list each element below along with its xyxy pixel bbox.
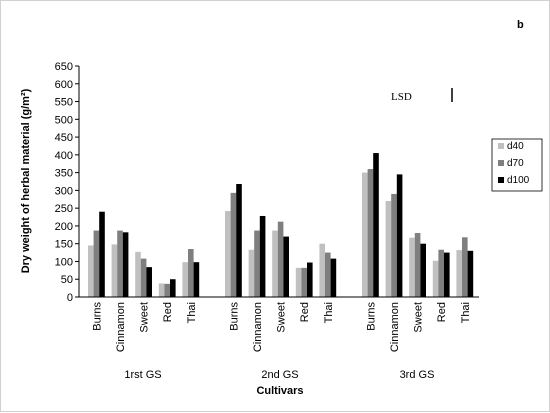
bar-d70-thai-1 <box>188 249 194 297</box>
bar-d100-burns-3 <box>373 153 379 297</box>
category-label: Cinnamon <box>252 302 264 352</box>
bar-d100-thai-3 <box>467 250 474 297</box>
bar-d40-red-3 <box>432 260 439 297</box>
legend-label-d40: d40 <box>507 141 524 152</box>
legend-label-d100: d100 <box>507 175 530 186</box>
legend-label-d70: d70 <box>507 158 524 169</box>
panel-label: b <box>517 19 524 31</box>
bar-d40-sweet-1 <box>135 251 141 297</box>
bar-d100-sweet-2 <box>283 236 289 297</box>
y-axis-title: Dry weight of herbal material (g/m²) <box>20 88 32 273</box>
bar-d40-sweet-3 <box>409 237 415 297</box>
x-axis-title: Cultivars <box>256 385 303 397</box>
y-tick-label: 100 <box>55 256 73 268</box>
bar-d100-red-1 <box>170 279 176 297</box>
category-label: Cinnamon <box>115 302 127 352</box>
category-label: Red <box>299 302 311 322</box>
y-tick-label: 550 <box>55 97 73 109</box>
bar-d40-thai-1 <box>182 262 188 297</box>
group-label: 2nd GS <box>261 369 298 381</box>
lsd-label: LSD <box>391 91 412 103</box>
category-label: Thai <box>186 302 198 323</box>
category-label: Thai <box>460 302 472 323</box>
bar-d100-burns-1 <box>99 211 105 297</box>
y-tick-label: 0 <box>67 292 73 304</box>
bar-d70-red-2 <box>301 267 307 297</box>
bars <box>88 153 474 297</box>
category-label: Sweet <box>139 302 151 333</box>
category-label: Sweet <box>276 302 288 333</box>
bar-d40-burns-3 <box>362 172 368 297</box>
bar-d100-cinnamon-1 <box>122 232 129 297</box>
y-tick-label: 650 <box>55 61 73 73</box>
bar-d100-burns-2 <box>236 183 242 297</box>
bar-d40-red-1 <box>158 283 165 297</box>
y-tick-label: 300 <box>55 185 73 197</box>
bar-d70-cinnamon-1 <box>117 230 123 297</box>
category-labels: Burns Cinnamon Sweet Red Thai Burns Cinnamon Sw… <box>91 302 471 353</box>
bar-d40-sweet-2 <box>272 230 278 297</box>
bar-d40-red-2 <box>295 267 302 297</box>
bar-d100-cinnamon-3 <box>396 174 403 297</box>
bar-d40-cinnamon-2 <box>248 249 255 297</box>
bar-d40-thai-2 <box>319 243 325 297</box>
category-label: Burns <box>365 302 377 331</box>
category-label: Burns <box>228 302 240 331</box>
category-label: Thai <box>323 302 335 323</box>
legend: d40 d70 d100 <box>491 138 543 192</box>
category-label: Sweet <box>413 302 425 333</box>
legend-swatch-d100 <box>498 177 504 183</box>
y-tick-label: 500 <box>55 114 73 126</box>
category-label: Burns <box>91 302 103 331</box>
legend-swatch-d40 <box>498 143 504 149</box>
bar-d100-red-2 <box>307 262 313 297</box>
bar-d100-thai-1 <box>193 262 200 297</box>
category-label: Red <box>436 302 448 322</box>
bar-d70-thai-3 <box>462 237 468 297</box>
bar-d40-cinnamon-1 <box>111 244 118 297</box>
bar-d40-burns-2 <box>225 210 231 297</box>
y-tick-label: 350 <box>55 168 73 180</box>
bar-d100-thai-2 <box>330 258 337 297</box>
bar-d70-cinnamon-2 <box>254 230 260 297</box>
group-label: 3rd GS <box>400 369 435 381</box>
bar-d100-cinnamon-2 <box>259 215 266 297</box>
bar-d70-sweet-2 <box>277 221 284 297</box>
y-tick-label: 150 <box>55 239 73 251</box>
bar-d40-cinnamon-3 <box>385 201 392 297</box>
y-tick-label: 250 <box>55 203 73 215</box>
y-tick-label: 50 <box>61 274 73 286</box>
y-tick-label: 400 <box>55 150 73 162</box>
bar-d70-sweet-1 <box>140 258 147 297</box>
bar-d100-red-3 <box>444 252 450 297</box>
bar-d100-sweet-3 <box>420 243 426 297</box>
category-label: Cinnamon <box>389 302 401 352</box>
y-tick-label: 450 <box>55 132 73 144</box>
legend-swatch-d70 <box>498 160 504 166</box>
bar-d70-red-1 <box>164 283 170 297</box>
bar-d70-burns-3 <box>367 169 374 297</box>
bar-d70-thai-2 <box>325 252 331 297</box>
bar-d70-sweet-3 <box>414 233 421 297</box>
y-tick-label: 600 <box>55 79 73 91</box>
bar-d40-thai-3 <box>456 250 462 297</box>
group-labels: 1rst GS 2nd GS 3rd GS <box>124 369 434 381</box>
bar-d70-burns-1 <box>93 230 100 297</box>
bar-d100-sweet-1 <box>146 267 152 297</box>
bar-d40-burns-1 <box>88 245 94 297</box>
y-tick-label: 200 <box>55 221 73 233</box>
bar-d70-red-3 <box>438 249 444 297</box>
y-axis-ticks: 0 50 100 150 200 250 300 350 400 450 500 550 600 650 <box>55 61 79 304</box>
bar-d70-cinnamon-3 <box>391 193 397 297</box>
group-label: 1rst GS <box>124 369 161 381</box>
bar-d70-burns-2 <box>230 192 237 297</box>
category-label: Red <box>162 302 174 322</box>
